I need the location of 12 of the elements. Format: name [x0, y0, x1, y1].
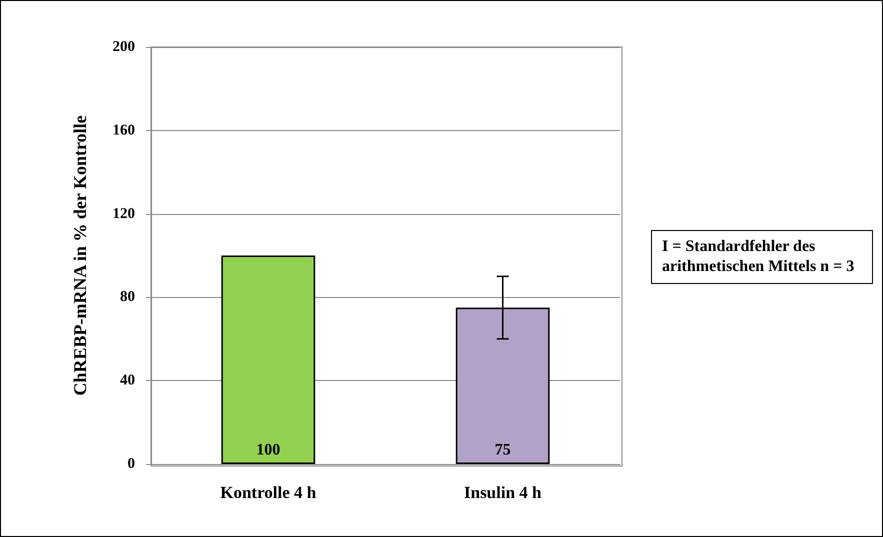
data-label: 100 — [256, 442, 280, 458]
y-tick-label: 40 — [120, 372, 135, 389]
data-label: 75 — [494, 442, 511, 458]
text: I = Standardfehler des arithmetischen Mittels n = 3 — [651, 230, 873, 284]
x-tick-label: Insulin 4 h — [464, 483, 542, 502]
y-tick-label: 80 — [120, 289, 135, 306]
y-tick-label: 160 — [112, 122, 135, 138]
y-tick-label: 200 — [112, 39, 135, 55]
x-tick-label: Kontrolle 4 h — [220, 483, 317, 502]
y-tick-label: 120 — [112, 206, 135, 222]
y-axis-title: ChREBP-mRNA in % der Kontrolle — [70, 115, 90, 396]
y-tick-label: 0 — [128, 456, 135, 472]
